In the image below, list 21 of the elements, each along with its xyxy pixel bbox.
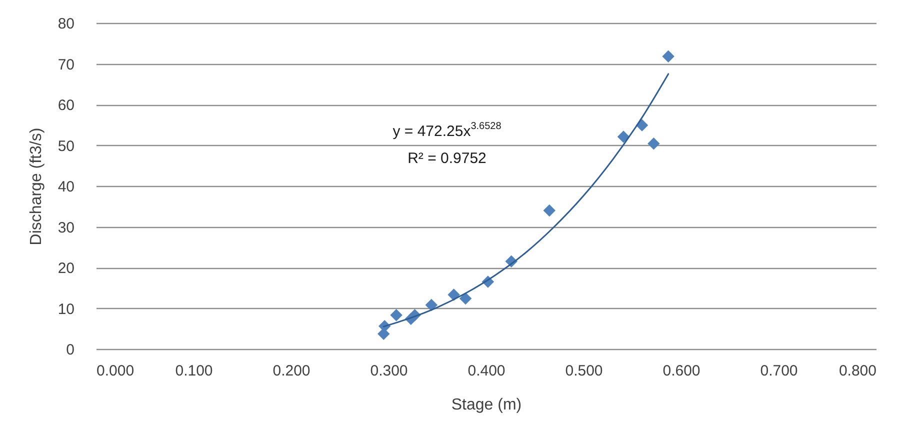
x-tick-label: 0.400 [468, 362, 506, 380]
y-tick-label: 60 [58, 97, 74, 114]
annotation: R² = 0.9752 [408, 150, 486, 167]
y-tick-label: 30 [58, 219, 74, 236]
y-tick-label: 40 [58, 178, 74, 196]
x-tick-label: 0.600 [662, 362, 700, 380]
y-tick-label: 20 [58, 260, 74, 277]
x-tick-label: 0.300 [370, 362, 408, 380]
x-tick-label: 0.800 [838, 362, 876, 380]
x-tick-label: 0.200 [272, 362, 310, 380]
x-tick-label: 0.000 [96, 362, 134, 380]
y-tick-label: 50 [58, 138, 74, 155]
x-axis-title: Stage (m) [451, 396, 522, 414]
y-tick-label: 0 [66, 342, 74, 358]
x-tick-label: 0.500 [565, 362, 603, 380]
y-tick-label: 10 [58, 300, 74, 318]
x-tick-label: 0.700 [760, 362, 798, 380]
y-axis-title: Discharge (ft3/s) [28, 128, 45, 246]
y-tick-label: 70 [58, 56, 74, 74]
y-tick-label: 80 [58, 16, 74, 32]
x-tick-label: 0.100 [175, 362, 213, 380]
